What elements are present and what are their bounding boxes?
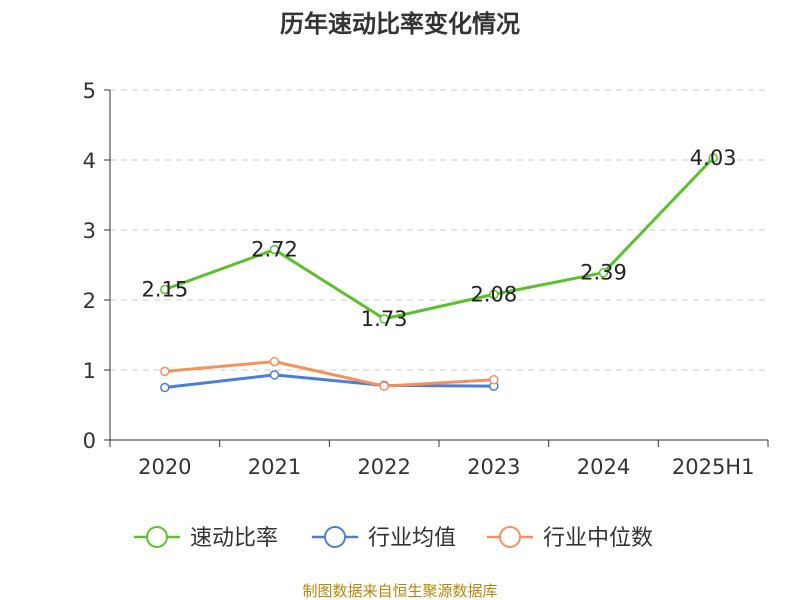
- data-label: 4.03: [690, 146, 737, 170]
- series-line: [164, 360, 494, 388]
- y-tick-label: 5: [83, 79, 96, 103]
- series-line: [164, 156, 715, 321]
- series-group: 2.15 2.72 1.73 2.08 2.39 4.03: [141, 146, 737, 393]
- x-tick-label: 2020: [138, 455, 191, 479]
- data-point: [160, 284, 170, 295]
- legend-item[interactable]: 行业均值: [312, 526, 456, 551]
- legend-marker: [499, 526, 521, 548]
- legend-marker: [324, 526, 346, 548]
- data-point: [160, 366, 170, 377]
- legend-label: 速动比率: [190, 526, 278, 551]
- y-tick-label: 2: [83, 289, 96, 313]
- data-point: [489, 375, 499, 385]
- data-label: 2.39: [580, 261, 627, 285]
- y-tick-label: 1: [83, 359, 96, 383]
- data-point: [160, 382, 170, 393]
- axes: 0 1 2 3 4 5 2020 2021 2022 2023 2024 2025H1: [83, 79, 769, 479]
- data-label: 2.72: [251, 238, 298, 262]
- source-note: 制图数据来自恒生聚源数据库: [302, 582, 497, 600]
- x-tick-label: 2021: [248, 455, 301, 479]
- y-tick-label: 4: [83, 149, 96, 173]
- data-point: [269, 370, 280, 380]
- y-tick-label: 0: [83, 429, 96, 453]
- y-tick-label: 3: [83, 219, 96, 243]
- legend-marker: [146, 526, 168, 548]
- data-point: [708, 153, 718, 163]
- legend-label: 行业中位数: [543, 526, 653, 551]
- x-tick-label: 2025H1: [672, 455, 755, 479]
- chart-title: 历年速动比率变化情况: [280, 10, 520, 38]
- grid-lines: [110, 89, 768, 371]
- legend-item[interactable]: 行业中位数: [487, 526, 653, 551]
- data-point: [489, 289, 499, 300]
- x-tick-label: 2024: [577, 455, 630, 479]
- legend-label: 行业均值: [368, 526, 456, 551]
- data-point: [379, 381, 389, 391]
- x-tick-label: 2023: [467, 455, 520, 479]
- data-label: 1.73: [361, 307, 408, 331]
- series-line: [164, 373, 494, 389]
- data-label: 2.08: [470, 282, 517, 306]
- data-point: [379, 314, 389, 324]
- data-point: [269, 244, 280, 255]
- legend-item[interactable]: 速动比率: [134, 526, 278, 551]
- data-label: 2.15: [141, 278, 188, 302]
- legend[interactable]: 速动比率 行业均值 行业中位数: [134, 526, 653, 551]
- data-point: [598, 267, 609, 278]
- data-point: [269, 356, 280, 367]
- x-tick-label: 2022: [357, 455, 410, 479]
